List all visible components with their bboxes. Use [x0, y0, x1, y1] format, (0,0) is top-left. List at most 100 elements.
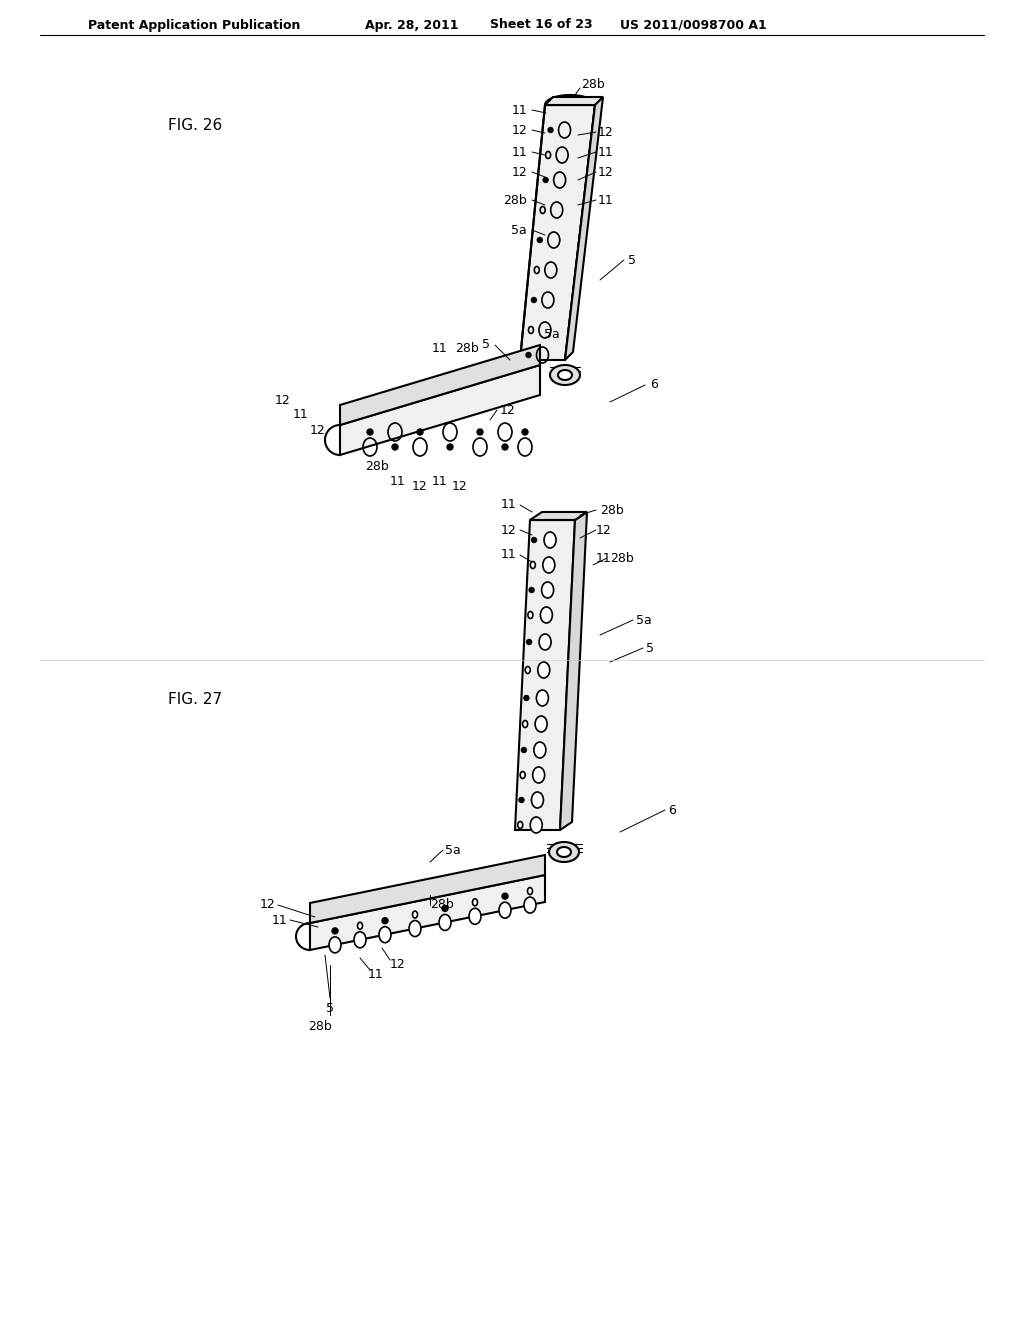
Text: 11: 11: [511, 145, 527, 158]
Ellipse shape: [472, 899, 477, 906]
Polygon shape: [520, 106, 595, 360]
Text: 12: 12: [511, 124, 527, 136]
Ellipse shape: [539, 634, 551, 649]
Ellipse shape: [530, 817, 543, 833]
Polygon shape: [310, 855, 545, 923]
Text: 11: 11: [368, 969, 384, 982]
Polygon shape: [530, 512, 587, 520]
Ellipse shape: [502, 894, 508, 899]
Text: 11: 11: [432, 475, 447, 488]
Text: FIG. 26: FIG. 26: [168, 117, 222, 132]
Ellipse shape: [558, 370, 572, 380]
Ellipse shape: [499, 902, 511, 919]
Polygon shape: [515, 520, 575, 830]
Ellipse shape: [550, 366, 580, 385]
Ellipse shape: [332, 928, 338, 933]
Text: 11: 11: [596, 552, 611, 565]
Text: 5: 5: [326, 1002, 334, 1015]
Text: 11: 11: [511, 103, 527, 116]
Ellipse shape: [542, 582, 554, 598]
Ellipse shape: [519, 797, 524, 803]
Ellipse shape: [524, 696, 528, 701]
Ellipse shape: [534, 742, 546, 758]
Ellipse shape: [524, 898, 536, 913]
Ellipse shape: [502, 444, 508, 450]
Text: Patent Application Publication: Patent Application Publication: [88, 18, 300, 32]
Text: 11: 11: [292, 408, 308, 421]
Text: Sheet 16 of 23: Sheet 16 of 23: [490, 18, 593, 32]
Ellipse shape: [531, 297, 537, 302]
Ellipse shape: [354, 932, 366, 948]
Ellipse shape: [522, 721, 527, 727]
Text: 11: 11: [598, 145, 613, 158]
Ellipse shape: [392, 444, 398, 450]
Text: 28b: 28b: [600, 503, 624, 516]
Ellipse shape: [536, 715, 547, 733]
Polygon shape: [310, 875, 545, 950]
Text: 12: 12: [309, 424, 325, 437]
Text: 5a: 5a: [445, 843, 461, 857]
Ellipse shape: [532, 767, 545, 783]
Ellipse shape: [538, 663, 550, 678]
Text: 28b: 28b: [581, 78, 605, 91]
Ellipse shape: [379, 927, 391, 942]
Text: 12: 12: [412, 480, 428, 492]
Text: 5: 5: [482, 338, 490, 351]
Text: 28b: 28b: [503, 194, 527, 206]
Ellipse shape: [557, 847, 571, 857]
Ellipse shape: [530, 561, 536, 569]
Ellipse shape: [329, 937, 341, 953]
Ellipse shape: [525, 667, 530, 673]
Text: 11: 11: [598, 194, 613, 206]
Text: 12: 12: [259, 899, 275, 912]
Ellipse shape: [413, 911, 418, 917]
Polygon shape: [560, 512, 587, 830]
Text: 11: 11: [271, 913, 287, 927]
Ellipse shape: [526, 639, 531, 644]
Ellipse shape: [549, 842, 579, 862]
Ellipse shape: [520, 771, 525, 779]
Ellipse shape: [518, 821, 522, 829]
Ellipse shape: [529, 587, 535, 593]
Text: 28b: 28b: [430, 899, 454, 912]
Ellipse shape: [548, 128, 553, 132]
Text: 11: 11: [432, 342, 447, 355]
Text: 28b: 28b: [455, 342, 479, 355]
Ellipse shape: [447, 444, 453, 450]
Ellipse shape: [439, 915, 451, 931]
Ellipse shape: [521, 747, 526, 752]
Polygon shape: [565, 96, 603, 360]
Ellipse shape: [537, 690, 549, 706]
Text: 5: 5: [646, 642, 654, 655]
Ellipse shape: [544, 532, 556, 548]
Text: 12: 12: [500, 404, 516, 417]
Text: Apr. 28, 2011: Apr. 28, 2011: [365, 18, 459, 32]
Text: 28b: 28b: [308, 1020, 332, 1034]
Ellipse shape: [527, 887, 532, 895]
Text: 12: 12: [596, 524, 611, 536]
Ellipse shape: [367, 429, 373, 436]
Ellipse shape: [522, 429, 528, 436]
Text: 5a: 5a: [544, 329, 560, 342]
Text: US 2011/0098700 A1: US 2011/0098700 A1: [620, 18, 767, 32]
Ellipse shape: [469, 908, 481, 924]
Ellipse shape: [477, 429, 483, 436]
Ellipse shape: [442, 906, 449, 911]
Ellipse shape: [526, 352, 531, 358]
Text: 5: 5: [628, 253, 636, 267]
Text: 12: 12: [390, 958, 406, 972]
Ellipse shape: [382, 917, 388, 924]
Ellipse shape: [531, 792, 544, 808]
Text: 12: 12: [598, 125, 613, 139]
Ellipse shape: [528, 611, 532, 619]
Polygon shape: [340, 366, 540, 455]
Text: 5a: 5a: [636, 614, 651, 627]
Ellipse shape: [543, 177, 548, 182]
Ellipse shape: [357, 923, 362, 929]
Ellipse shape: [538, 238, 543, 243]
Text: 28b: 28b: [365, 459, 389, 473]
Text: 12: 12: [501, 524, 516, 536]
Text: 6: 6: [650, 379, 657, 392]
Text: 12: 12: [452, 480, 468, 492]
Text: 6: 6: [668, 804, 676, 817]
